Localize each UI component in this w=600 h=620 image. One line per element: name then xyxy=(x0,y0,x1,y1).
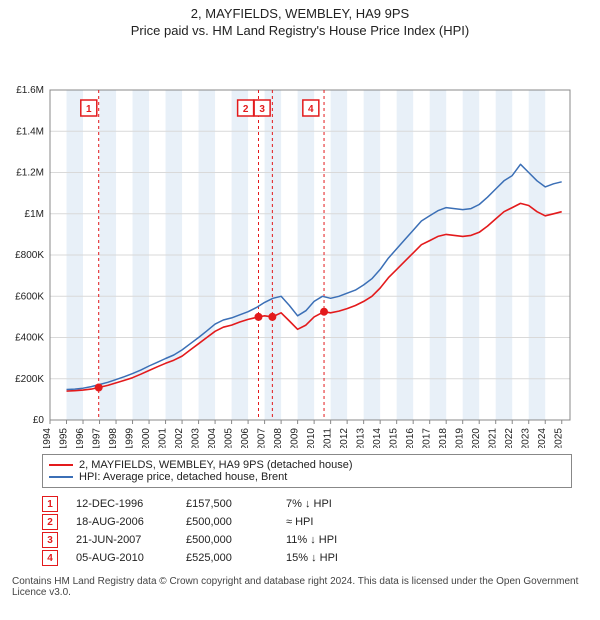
transaction-row: 3 21-JUN-2007£500,00011% ↓ HPI xyxy=(42,532,572,548)
svg-text:2012: 2012 xyxy=(339,428,350,448)
transaction-price: £500,000 xyxy=(186,516,286,528)
transactions-table: 1 12-DEC-1996£157,5007% ↓ HPI 2 18-AUG-2006… xyxy=(42,496,572,566)
svg-text:2016: 2016 xyxy=(405,428,416,448)
svg-text:1994: 1994 xyxy=(42,428,53,448)
svg-text:£1M: £1M xyxy=(25,209,44,220)
svg-text:1996: 1996 xyxy=(75,428,86,448)
chart-container: 2, MAYFIELDS, WEMBLEY, HA9 9PS Price pai… xyxy=(0,0,600,598)
svg-text:£200K: £200K xyxy=(15,374,44,385)
svg-text:2004: 2004 xyxy=(207,428,218,448)
svg-text:£600K: £600K xyxy=(15,291,44,302)
price-chart: £0 £200K £400K £600K £800K £1M £1.2M £1.4M £1.6M… xyxy=(0,38,600,448)
title-address: 2, MAYFIELDS, WEMBLEY, HA9 9PS xyxy=(0,6,600,21)
svg-text:1995: 1995 xyxy=(59,428,70,448)
svg-text:2006: 2006 xyxy=(240,428,251,448)
svg-text:1998: 1998 xyxy=(108,428,119,448)
svg-text:2015: 2015 xyxy=(389,428,400,448)
transaction-price: £157,500 xyxy=(186,498,286,510)
legend-label: HPI: Average price, detached house, Bren… xyxy=(79,471,287,483)
transaction-row: 2 18-AUG-2006£500,000≈ HPI xyxy=(42,514,572,530)
footer-attribution: Contains HM Land Registry data © Crown c… xyxy=(12,576,588,598)
svg-text:2007: 2007 xyxy=(257,428,268,448)
svg-text:2017: 2017 xyxy=(422,428,433,448)
transaction-row: 1 12-DEC-1996£157,5007% ↓ HPI xyxy=(42,496,572,512)
svg-text:4: 4 xyxy=(308,104,314,115)
svg-text:£1.4M: £1.4M xyxy=(16,126,44,137)
svg-text:£1.2M: £1.2M xyxy=(16,168,44,179)
legend-row: 2, MAYFIELDS, WEMBLEY, HA9 9PS (detached… xyxy=(49,459,565,471)
svg-text:2019: 2019 xyxy=(455,428,466,448)
transaction-note: 7% ↓ HPI xyxy=(286,498,572,510)
svg-text:2018: 2018 xyxy=(438,428,449,448)
svg-text:2009: 2009 xyxy=(290,428,301,448)
svg-text:1999: 1999 xyxy=(125,428,136,448)
transaction-note: 11% ↓ HPI xyxy=(286,534,572,546)
transaction-note: 15% ↓ HPI xyxy=(286,552,572,564)
svg-text:2013: 2013 xyxy=(356,428,367,448)
svg-text:2020: 2020 xyxy=(471,428,482,448)
svg-text:2005: 2005 xyxy=(224,428,235,448)
transaction-price: £525,000 xyxy=(186,552,286,564)
svg-text:3: 3 xyxy=(259,104,265,115)
transaction-row: 4 05-AUG-2010£525,00015% ↓ HPI xyxy=(42,550,572,566)
transaction-marker: 3 xyxy=(42,532,58,548)
svg-text:1997: 1997 xyxy=(92,428,103,448)
transaction-marker: 2 xyxy=(42,514,58,530)
svg-text:£0: £0 xyxy=(33,415,45,426)
transaction-date: 12-DEC-1996 xyxy=(76,498,186,510)
svg-text:2011: 2011 xyxy=(323,428,334,448)
svg-text:2025: 2025 xyxy=(554,428,565,448)
svg-text:1: 1 xyxy=(86,104,92,115)
svg-text:2008: 2008 xyxy=(273,428,284,448)
transaction-date: 21-JUN-2007 xyxy=(76,534,186,546)
transaction-marker: 1 xyxy=(42,496,58,512)
svg-text:2023: 2023 xyxy=(521,428,532,448)
transaction-note: ≈ HPI xyxy=(286,516,572,528)
legend-label: 2, MAYFIELDS, WEMBLEY, HA9 9PS (detached… xyxy=(79,459,353,471)
svg-text:2021: 2021 xyxy=(488,428,499,448)
svg-text:£400K: £400K xyxy=(15,333,44,344)
svg-text:2010: 2010 xyxy=(306,428,317,448)
svg-text:2024: 2024 xyxy=(537,428,548,448)
title-subtitle: Price paid vs. HM Land Registry's House … xyxy=(0,23,600,38)
svg-text:£1.6M: £1.6M xyxy=(16,85,44,96)
svg-text:2022: 2022 xyxy=(504,428,515,448)
svg-text:2014: 2014 xyxy=(372,428,383,448)
transaction-marker: 4 xyxy=(42,550,58,566)
svg-text:2003: 2003 xyxy=(191,428,202,448)
legend-swatch xyxy=(49,476,73,478)
svg-text:£800K: £800K xyxy=(15,250,44,261)
chart-titles: 2, MAYFIELDS, WEMBLEY, HA9 9PS Price pai… xyxy=(0,0,600,38)
legend-swatch xyxy=(49,464,73,466)
legend: 2, MAYFIELDS, WEMBLEY, HA9 9PS (detached… xyxy=(42,454,572,488)
legend-row: HPI: Average price, detached house, Bren… xyxy=(49,471,565,483)
svg-text:2001: 2001 xyxy=(158,428,169,448)
transaction-date: 18-AUG-2006 xyxy=(76,516,186,528)
svg-text:2000: 2000 xyxy=(141,428,152,448)
transaction-price: £500,000 xyxy=(186,534,286,546)
svg-text:2002: 2002 xyxy=(174,428,185,448)
svg-text:2: 2 xyxy=(243,104,249,115)
transaction-date: 05-AUG-2010 xyxy=(76,552,186,564)
